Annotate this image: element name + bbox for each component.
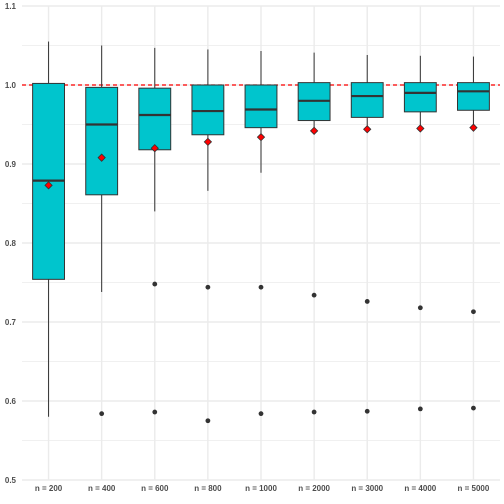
x-tick-label: n = 400 [88,484,116,493]
box-iqr [244,84,278,129]
box-3 [191,49,225,424]
box-8 [457,56,490,411]
box-4 [244,51,278,417]
outlier-point [417,305,423,311]
y-tick-label: 0.8 [5,239,17,248]
box-iqr [85,86,119,196]
boxes-group [32,41,490,424]
outlier-point [471,405,476,411]
mean-marker [416,124,425,133]
outlier-point [152,281,158,287]
box-iqr [191,84,225,136]
x-tick-label: n = 800 [194,484,222,493]
box-7 [403,55,437,412]
box-iqr [457,82,490,111]
outlier-point [417,406,423,412]
outlier-point [205,284,211,290]
box-5 [297,52,331,415]
outlier-point [258,284,264,290]
y-tick-label: 1.1 [5,2,17,11]
y-tick-label: 0.9 [5,160,17,169]
outlier-point [258,411,264,417]
x-tick-label: n = 2000 [298,484,330,493]
mean-marker [256,132,266,142]
y-axis-ticks: 0.5 0.6 0.7 0.8 0.9 1.0 1.1 [5,2,17,485]
outlier-point [99,411,105,417]
x-tick-label: n = 1000 [245,484,277,493]
outlier-point [471,309,476,315]
mean-marker [203,137,213,147]
box-1 [85,45,119,417]
box-2 [138,47,172,415]
box-iqr [403,82,437,113]
y-tick-label: 1.0 [5,81,17,90]
x-axis-ticks: n = 200 n = 400 n = 600 n = 800 n = 1000 n = … [35,484,490,493]
x-tick-label: n = 200 [35,484,63,493]
box-0 [32,41,65,417]
mean-marker [363,125,372,134]
mean-marker [97,153,106,162]
outlier-point [364,299,370,304]
outlier-point [364,408,370,414]
outlier-point [311,409,317,415]
outlier-point [311,292,317,298]
box-iqr [350,82,384,118]
outlier-point [205,418,211,424]
y-tick-label: 0.5 [5,476,17,485]
mean-marker [469,123,478,132]
x-tick-label: n = 600 [141,484,169,493]
box-iqr [138,87,172,151]
x-tick-label: n = 4000 [404,484,436,493]
outlier-point [152,409,158,415]
y-tick-label: 0.6 [5,397,17,406]
x-tick-label: n = 3000 [351,484,383,493]
mean-marker [309,126,319,135]
mean-marker [44,181,53,190]
x-tick-label: n = 5000 [458,484,490,493]
mean-marker [150,144,159,153]
box-6 [350,54,384,414]
y-tick-label: 0.7 [5,318,17,327]
